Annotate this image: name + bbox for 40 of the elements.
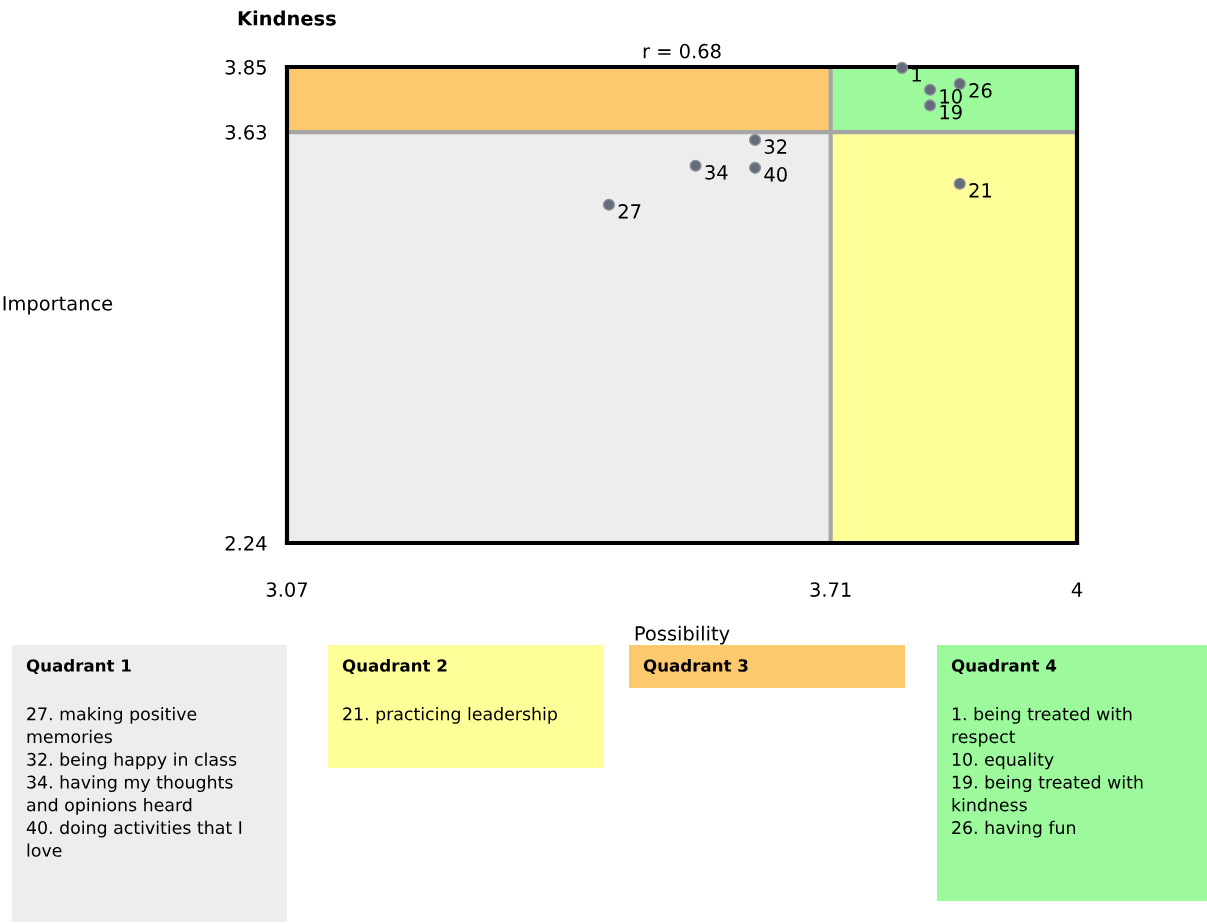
annotation: 19	[940, 104, 962, 120]
text: 21. practicing leadership	[343, 707, 557, 724]
point	[689, 159, 702, 172]
text: Quadrant 2	[342, 658, 447, 675]
x-tick-label: 3.71	[810, 582, 851, 597]
y-axis-title: Importance	[3, 296, 113, 315]
point	[895, 61, 909, 74]
annotation: 27	[618, 204, 641, 219]
text: 27. making positive memories	[27, 707, 197, 744]
text: 26. having fun	[952, 820, 1076, 838]
text: 32. being happy in class	[27, 752, 237, 770]
text: 1. being treated with respect	[952, 707, 1132, 747]
y-tick-label: 3.85	[225, 59, 266, 75]
text: 10. equality	[952, 752, 1054, 770]
annotation: 10	[940, 89, 962, 104]
annotation: 34	[705, 165, 728, 180]
text: 19. being treated with kindness	[952, 775, 1143, 812]
y-tick-label: 2.24	[225, 535, 267, 551]
point	[748, 133, 762, 147]
x-tick-label: 4	[1071, 582, 1083, 597]
point	[748, 161, 762, 174]
x-tick-label: 3.07	[266, 582, 307, 597]
annotation: 32	[764, 139, 787, 154]
text: 34. having my thoughts and opinions heard	[27, 775, 233, 815]
point	[602, 198, 616, 211]
text: r = 0.68	[643, 43, 721, 59]
text: Quadrant 4	[951, 658, 1057, 675]
chart-title: Kindness	[238, 10, 336, 26]
text: Quadrant 1	[26, 658, 131, 675]
annotation: 21	[969, 183, 992, 198]
annotation: 40	[764, 167, 787, 182]
point	[923, 99, 937, 112]
x-axis-title: Possibility	[635, 625, 730, 645]
annotation: 26	[969, 83, 992, 98]
text: Quadrant 3	[643, 658, 748, 675]
point	[923, 83, 937, 96]
text: 40. doing activities that I love	[26, 820, 242, 857]
point	[953, 77, 966, 90]
y-tick-label: 3.63	[225, 125, 266, 140]
point	[953, 177, 966, 190]
